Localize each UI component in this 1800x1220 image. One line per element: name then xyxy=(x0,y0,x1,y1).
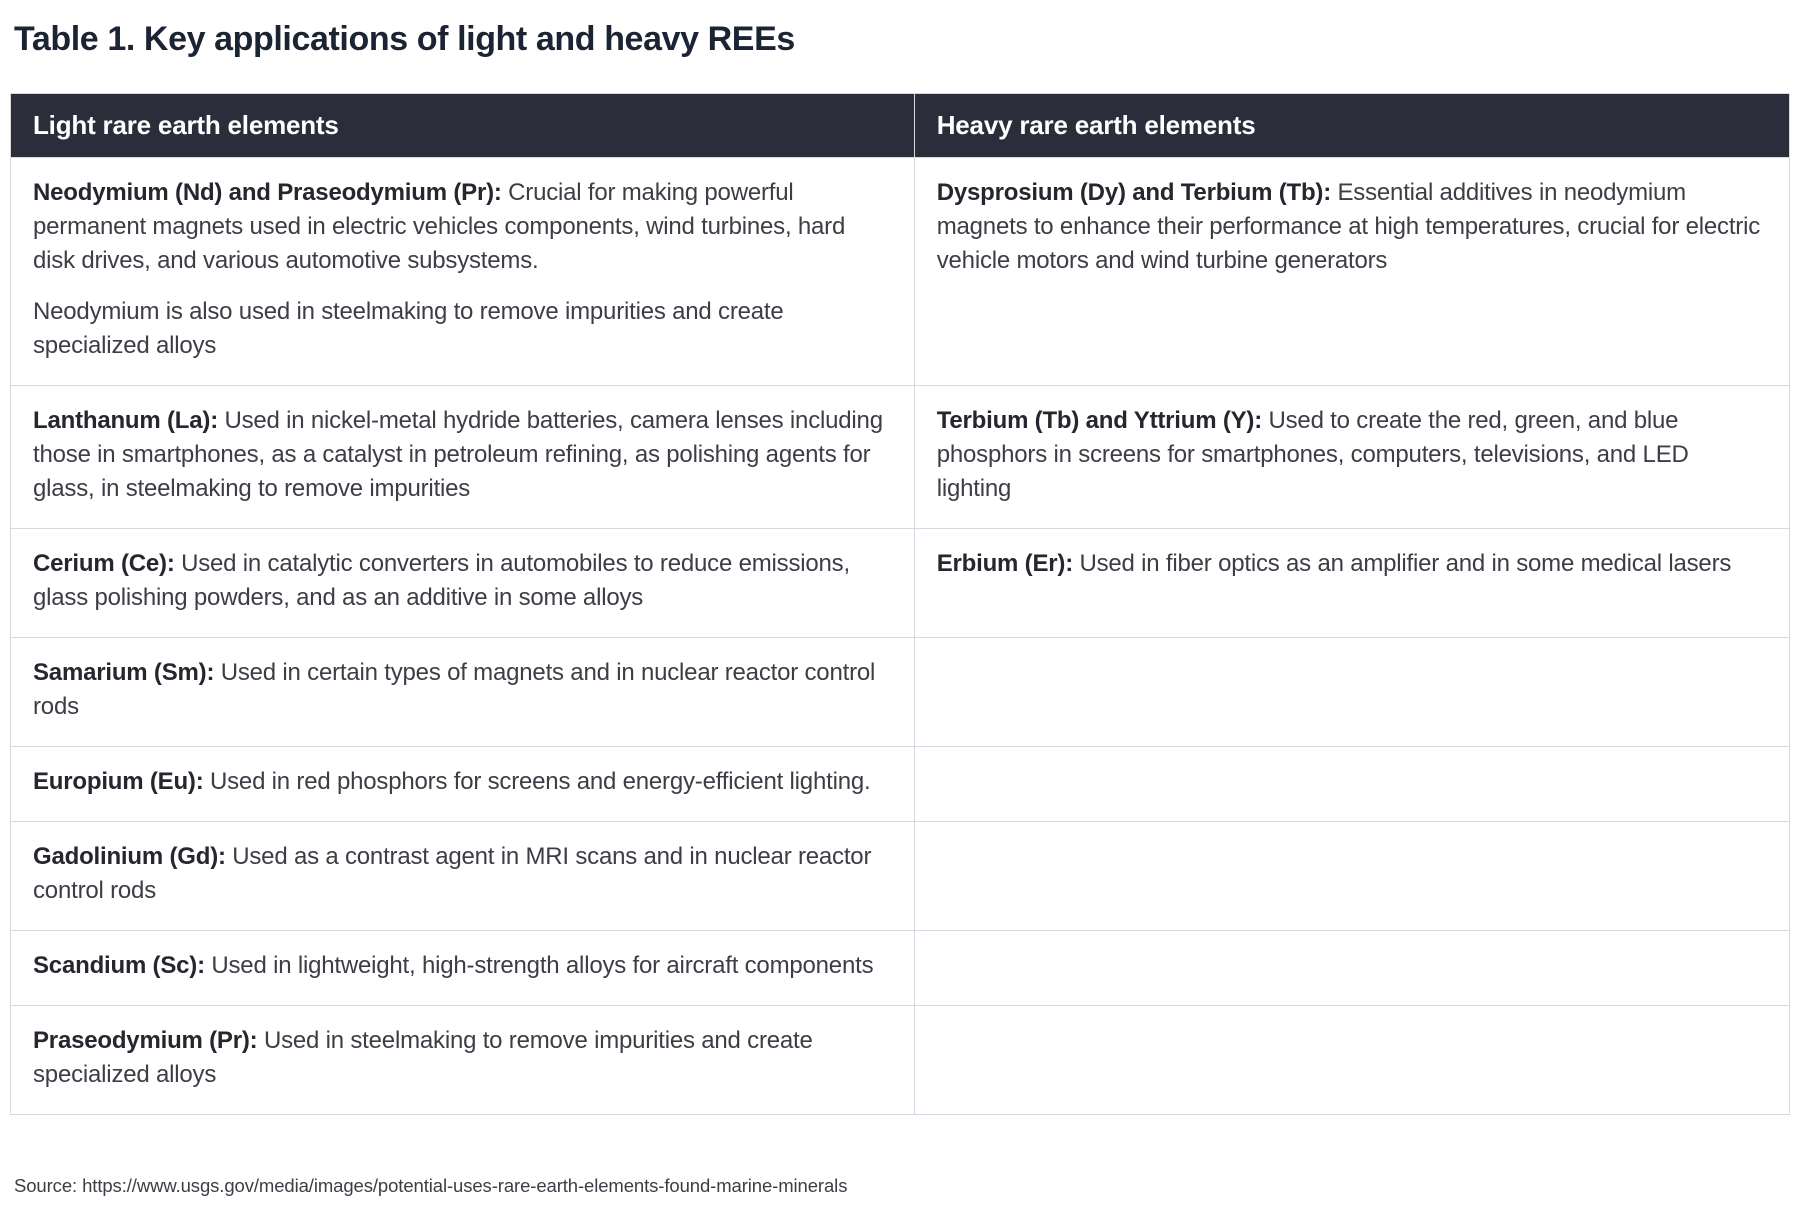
heavy-cell xyxy=(913,746,1791,822)
element-lead: Cerium (Ce): xyxy=(33,550,182,577)
cell-paragraph: Samarium (Sm): Used in certain types of … xyxy=(33,656,892,724)
cell-paragraph: Praseodymium (Pr): Used in steelmaking t… xyxy=(33,1024,892,1092)
cell-paragraph: Dysprosium (Dy) and Terbium (Tb): Essent… xyxy=(937,176,1767,278)
light-cell: Neodymium (Nd) and Praseodymium (Pr): Cr… xyxy=(10,157,915,386)
page-title: Table 1. Key applications of light and h… xyxy=(14,20,795,58)
application-text: Used in fiber optics as an amplifier and… xyxy=(1079,550,1732,577)
ree-applications-table: Light rare earth elements Heavy rare ear… xyxy=(10,93,1791,1115)
heavy-cell: Terbium (Tb) and Yttrium (Y): Used to cr… xyxy=(913,385,1791,529)
table-row: Scandium (Sc): Used in lightweight, high… xyxy=(10,930,1791,1006)
cell-paragraph: Erbium (Er): Used in fiber optics as an … xyxy=(937,547,1767,581)
cell-paragraph: Gadolinium (Gd): Used as a contrast agen… xyxy=(33,840,892,908)
application-text: Used in nickel-metal hydride batteries, … xyxy=(33,407,883,502)
header-heavy-rees: Heavy rare earth elements xyxy=(913,93,1791,158)
element-lead: Scandium (Sc): xyxy=(33,952,212,979)
element-lead: Dysprosium (Dy) and Terbium (Tb): xyxy=(936,179,1338,206)
element-lead: Lanthanum (La): xyxy=(33,407,225,434)
cell-paragraph: Neodymium (Nd) and Praseodymium (Pr): Cr… xyxy=(33,176,892,278)
application-text: Used as a contrast agent in MRI scans an… xyxy=(33,843,872,904)
application-text: Used in red phosphors for screens and en… xyxy=(209,768,871,795)
heavy-cell xyxy=(913,1005,1791,1115)
header-row: Light rare earth elements Heavy rare ear… xyxy=(10,93,1791,158)
light-cell: Europium (Eu): Used in red phosphors for… xyxy=(10,746,915,822)
source-citation: Source: https://www.usgs.gov/media/image… xyxy=(14,1175,848,1196)
heavy-cell: Erbium (Er): Used in fiber optics as an … xyxy=(913,528,1791,638)
cell-paragraph: Neodymium is also used in steelmaking to… xyxy=(33,295,892,363)
heavy-cell xyxy=(913,930,1791,1006)
application-text: Used in certain types of magnets and in … xyxy=(33,659,876,720)
element-lead: Neodymium (Nd) and Praseodymium (Pr): xyxy=(33,179,509,206)
table-header: Light rare earth elements Heavy rare ear… xyxy=(10,93,1791,158)
table-row: Lanthanum (La): Used in nickel-metal hyd… xyxy=(10,385,1791,529)
cell-paragraph: Scandium (Sc): Used in lightweight, high… xyxy=(33,949,892,983)
light-cell: Gadolinium (Gd): Used as a contrast agen… xyxy=(10,821,915,931)
element-lead: Praseodymium (Pr): xyxy=(33,1027,264,1054)
light-cell: Scandium (Sc): Used in lightweight, high… xyxy=(10,930,915,1006)
element-lead: Europium (Eu): xyxy=(33,768,210,795)
table-row: Samarium (Sm): Used in certain types of … xyxy=(10,637,1791,747)
element-lead: Erbium (Er): xyxy=(936,550,1080,577)
light-cell: Cerium (Ce): Used in catalytic converter… xyxy=(10,528,915,638)
application-text: Crucial for making powerful permanent ma… xyxy=(33,179,846,274)
table-row: Cerium (Ce): Used in catalytic converter… xyxy=(10,528,1791,638)
application-text: Neodymium is also used in steelmaking to… xyxy=(33,298,784,359)
cell-paragraph: Europium (Eu): Used in red phosphors for… xyxy=(33,765,892,799)
header-light-rees: Light rare earth elements xyxy=(10,93,915,158)
application-text: Used in catalytic converters in automobi… xyxy=(33,550,850,611)
light-cell: Praseodymium (Pr): Used in steelmaking t… xyxy=(10,1005,915,1115)
element-lead: Terbium (Tb) and Yttrium (Y): xyxy=(936,407,1269,434)
light-cell: Samarium (Sm): Used in certain types of … xyxy=(10,637,915,747)
cell-paragraph: Lanthanum (La): Used in nickel-metal hyd… xyxy=(33,404,892,506)
table-row: Neodymium (Nd) and Praseodymium (Pr): Cr… xyxy=(10,157,1791,386)
table-row: Europium (Eu): Used in red phosphors for… xyxy=(10,746,1791,822)
table-body: Neodymium (Nd) and Praseodymium (Pr): Cr… xyxy=(10,157,1791,1115)
application-text: Used to create the red, green, and blue … xyxy=(936,407,1689,502)
heavy-cell: Dysprosium (Dy) and Terbium (Tb): Essent… xyxy=(913,157,1791,386)
table-row: Gadolinium (Gd): Used as a contrast agen… xyxy=(10,821,1791,931)
heavy-cell xyxy=(913,821,1791,931)
cell-paragraph: Terbium (Tb) and Yttrium (Y): Used to cr… xyxy=(937,404,1767,506)
cell-paragraph: Cerium (Ce): Used in catalytic converter… xyxy=(33,547,892,615)
application-text: Used in steelmaking to remove impurities… xyxy=(33,1027,813,1088)
table-row: Praseodymium (Pr): Used in steelmaking t… xyxy=(10,1005,1791,1115)
application-text: Used in lightweight, high-strength alloy… xyxy=(211,952,874,979)
heavy-cell xyxy=(913,637,1791,747)
element-lead: Gadolinium (Gd): xyxy=(33,843,233,870)
element-lead: Samarium (Sm): xyxy=(33,659,221,686)
light-cell: Lanthanum (La): Used in nickel-metal hyd… xyxy=(10,385,915,529)
application-text: Essential additives in neodymium magnets… xyxy=(936,179,1761,274)
